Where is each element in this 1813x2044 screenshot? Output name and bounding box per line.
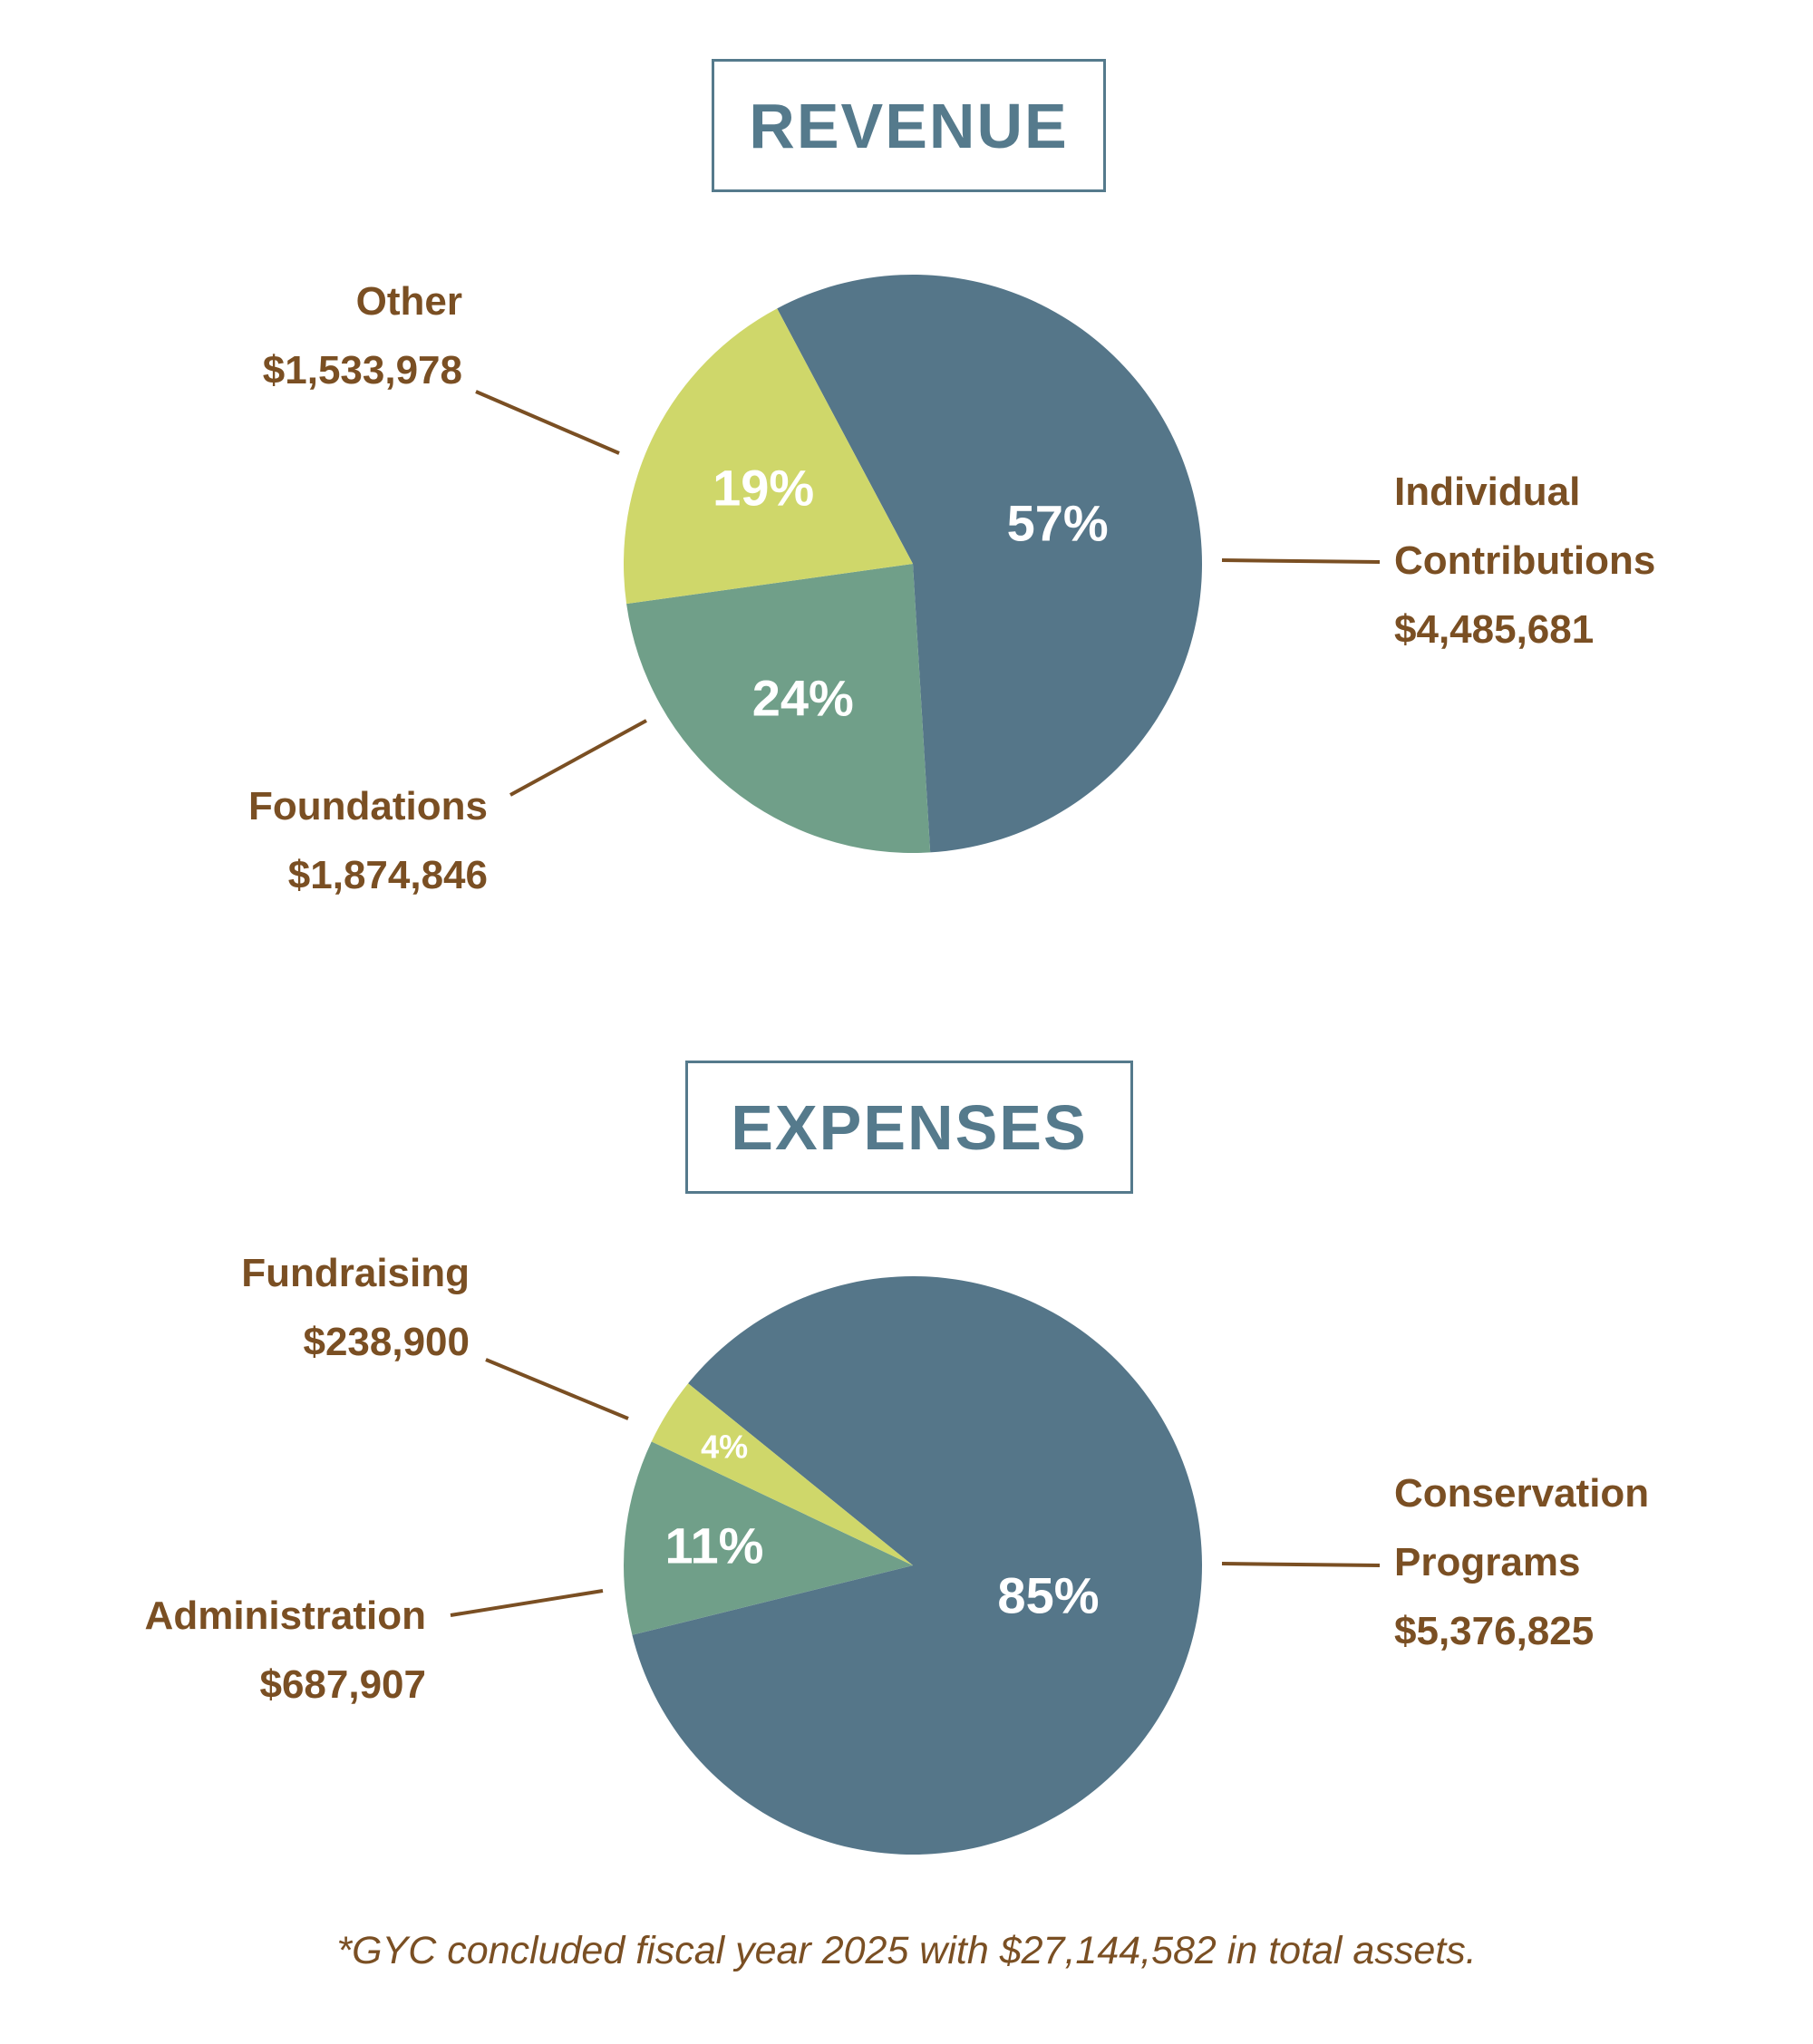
revenue-title: REVENUE bbox=[712, 59, 1106, 192]
label-amount: $4,485,681 bbox=[1394, 607, 1595, 652]
leader-lines bbox=[450, 390, 1381, 1617]
label-name-line: Programs bbox=[1394, 1540, 1581, 1584]
leader-line-fundraising bbox=[485, 1358, 629, 1420]
label-amount: $1,533,978 bbox=[262, 348, 462, 392]
label-other: Other $1,533,978 bbox=[263, 267, 462, 405]
pie-slice-conservation-programs bbox=[632, 1275, 1202, 1855]
pie-slice-individual-contributions bbox=[777, 275, 1202, 853]
slice-percent-foundations: 24% bbox=[752, 670, 854, 727]
slice-percent-other: 19% bbox=[713, 459, 814, 516]
expenses-title: EXPENSES bbox=[685, 1061, 1133, 1194]
label-fundraising: Fundraising $238,900 bbox=[241, 1239, 470, 1377]
label-amount: $238,900 bbox=[303, 1320, 470, 1364]
label-name-line: Fundraising bbox=[241, 1251, 470, 1295]
pie-slice-administration bbox=[624, 1441, 913, 1635]
label-name-line: Foundations bbox=[248, 784, 488, 828]
leader-line-individual-contributions bbox=[1221, 558, 1381, 564]
label-foundations: Foundations $1,874,846 bbox=[248, 772, 488, 910]
revenue-pie: 57% 24% 19% bbox=[624, 275, 1202, 853]
label-administration: Administration $687,907 bbox=[145, 1582, 426, 1719]
slice-percent-fundraising: 4% bbox=[701, 1429, 748, 1466]
label-conservation-programs: Conservation Programs $5,376,825 bbox=[1394, 1459, 1649, 1666]
slice-percent-administration: 11% bbox=[664, 1517, 763, 1574]
slice-percent-conservation-programs: 85% bbox=[997, 1567, 1099, 1624]
label-name-line: Conservation bbox=[1394, 1471, 1650, 1516]
footnote: *GYC concluded fiscal year 2025 with $27… bbox=[336, 1929, 1477, 1972]
label-name-line: Other bbox=[355, 279, 462, 324]
label-amount: $1,874,846 bbox=[287, 853, 488, 897]
leader-line-foundations bbox=[509, 719, 647, 797]
leader-line-other bbox=[475, 390, 620, 455]
pie-slice-foundations bbox=[626, 564, 931, 853]
expenses-pie: 85% 11% 4% bbox=[624, 1275, 1202, 1855]
label-name-line: Individual bbox=[1394, 470, 1581, 514]
leader-line-administration bbox=[450, 1589, 604, 1617]
label-amount: $687,907 bbox=[259, 1662, 426, 1707]
label-amount: $5,376,825 bbox=[1394, 1609, 1595, 1653]
label-individual-contributions: Individual Contributions $4,485,681 bbox=[1394, 458, 1655, 664]
pie-slice-fundraising bbox=[651, 1383, 913, 1565]
label-name-line: Contributions bbox=[1394, 538, 1656, 583]
label-name-line: Administration bbox=[144, 1594, 426, 1638]
leader-line-conservation-programs bbox=[1221, 1562, 1381, 1567]
slice-percent-individual-contributions: 57% bbox=[1007, 495, 1109, 552]
pie-slice-other bbox=[624, 308, 913, 605]
